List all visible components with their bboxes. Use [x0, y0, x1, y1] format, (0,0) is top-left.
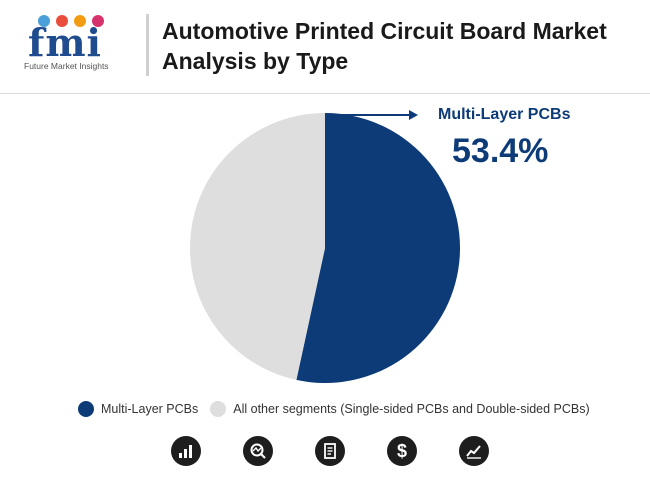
fmi-logo: fmi Future Market Insights [24, 14, 136, 76]
header-rule [0, 93, 650, 94]
logo-dot [38, 15, 50, 27]
page-title: Automotive Printed Circuit Board Market … [162, 18, 607, 74]
legend: Multi-Layer PCBs All other segments (Sin… [78, 398, 602, 420]
legend-swatch [78, 401, 94, 417]
dollar-icon: $ [387, 436, 417, 466]
callout-value: 53.4% [452, 132, 549, 170]
logo-dot [92, 15, 104, 27]
trend-line-icon [459, 436, 489, 466]
header-divider [146, 14, 149, 76]
legend-label: Multi-Layer PCBs [101, 402, 199, 416]
pie-slice-all-other-segments [190, 113, 325, 380]
pie-slice-multi-layer-pcbs [296, 113, 461, 383]
dollar-glyph: $ [396, 440, 407, 461]
header: fmi Future Market Insights Automotive Pr… [0, 0, 650, 92]
callout-label: Multi-Layer PCBs [438, 106, 571, 123]
legend-item-multi-layer: Multi-Layer PCBs [78, 401, 198, 417]
callout-arrowhead [409, 110, 418, 120]
logo-tagline: Future Market Insights [24, 61, 109, 71]
magnifier-chart-icon [243, 436, 273, 466]
logo-dot [56, 15, 68, 27]
logo-dot [74, 15, 86, 27]
logo-icons [38, 14, 110, 28]
pie-slices [190, 113, 461, 383]
logo-wordmark: fmi [28, 20, 102, 65]
document-icon [315, 436, 345, 466]
legend-item-other: All other segments (Single-sided PCBs an… [210, 401, 590, 417]
bar-chart-icon [171, 436, 201, 466]
pie-chart [190, 110, 461, 383]
legend-label: All other segments (Single-sided PCBs an… [233, 402, 590, 416]
legend-swatch [210, 401, 227, 417]
